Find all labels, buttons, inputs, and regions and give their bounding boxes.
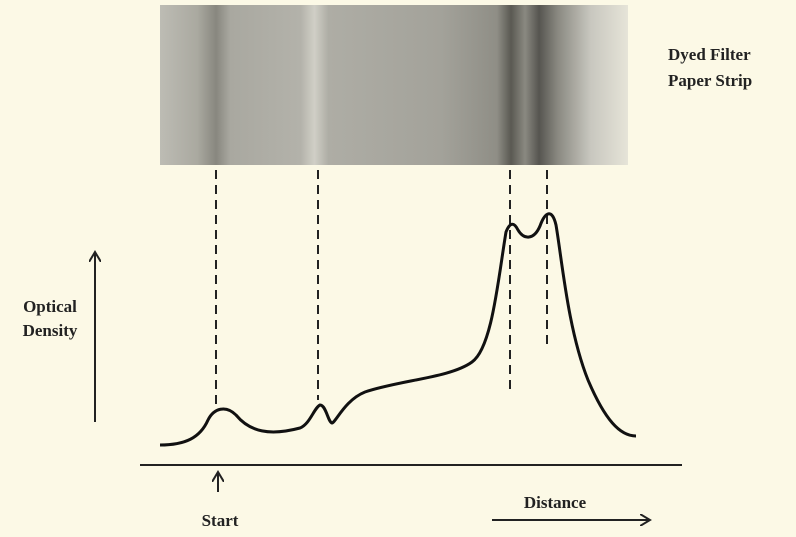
y-axis-label: Density: [23, 321, 78, 340]
paper-strip: [160, 5, 628, 165]
y-axis-label: Optical: [23, 297, 77, 316]
strip-label: Paper Strip: [668, 71, 752, 90]
density-curve: [159, 212, 637, 447]
strip-label: Dyed Filter: [668, 45, 751, 64]
start-label: Start: [202, 511, 239, 530]
x-axis-label: Distance: [524, 493, 587, 512]
